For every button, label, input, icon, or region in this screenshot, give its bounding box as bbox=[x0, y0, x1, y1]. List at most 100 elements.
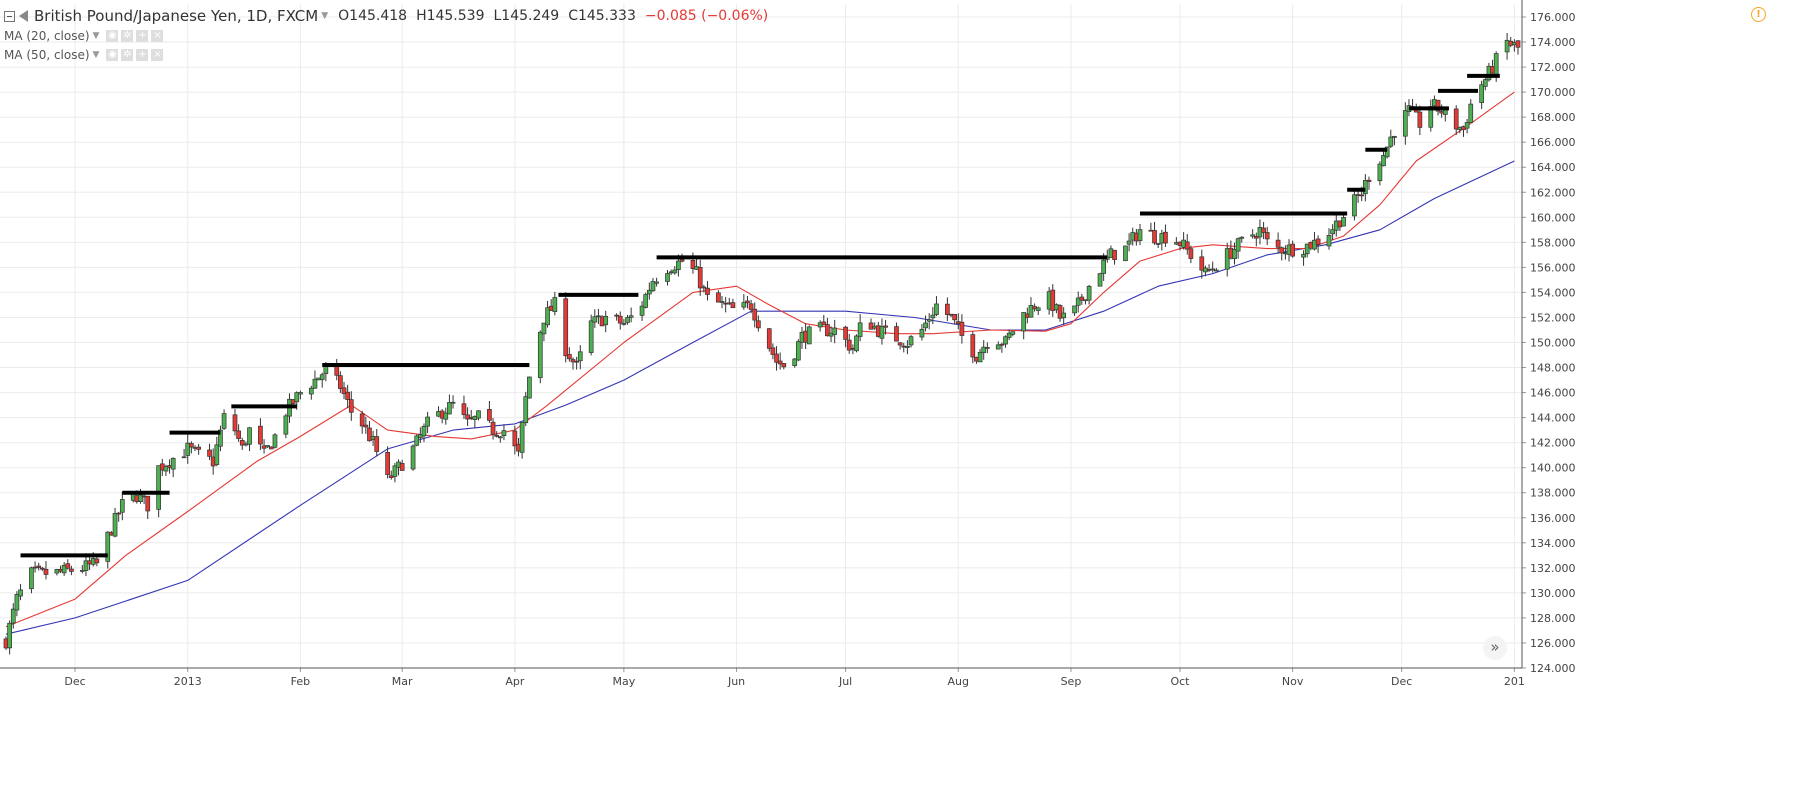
candle-body bbox=[43, 568, 49, 575]
candle bbox=[625, 314, 630, 325]
candle-body bbox=[825, 324, 830, 337]
candle-body bbox=[1137, 229, 1143, 242]
x-tick-label: Sep bbox=[1061, 675, 1082, 688]
candle-body bbox=[341, 387, 347, 395]
candle bbox=[1315, 235, 1321, 253]
candle bbox=[730, 298, 736, 309]
candle bbox=[36, 562, 42, 571]
candle bbox=[385, 446, 390, 479]
candle-body bbox=[646, 289, 652, 295]
candle bbox=[425, 411, 430, 433]
gear-icon[interactable]: ✲ bbox=[121, 48, 134, 61]
y-tick-label: 132.000 bbox=[1530, 562, 1576, 575]
x-tick-label: Oct bbox=[1170, 675, 1190, 688]
candle-body bbox=[338, 375, 343, 389]
candle bbox=[43, 561, 49, 580]
candle-body bbox=[1264, 232, 1270, 240]
candle bbox=[930, 307, 936, 325]
y-tick-label: 138.000 bbox=[1530, 487, 1576, 500]
candle-body bbox=[487, 409, 492, 421]
candle bbox=[574, 356, 579, 370]
candle bbox=[854, 334, 859, 353]
candle bbox=[777, 352, 783, 370]
indicator-ma20[interactable]: MA (20, close) ▼ ◉ ✲ + × bbox=[4, 26, 777, 45]
candle bbox=[1057, 304, 1063, 322]
candle bbox=[919, 324, 925, 341]
candle-body bbox=[319, 374, 325, 380]
chart-axes[interactable]: 124.000 126.000 128.000 130.000 132.000 134.0… bbox=[0, 0, 1576, 688]
chevron-down-icon[interactable]: ▼ bbox=[321, 11, 329, 21]
gear-icon[interactable]: ✲ bbox=[121, 29, 134, 42]
candle bbox=[363, 416, 369, 434]
candle-body bbox=[603, 315, 609, 326]
candle-body bbox=[672, 269, 678, 274]
candle-body bbox=[984, 347, 990, 349]
candle bbox=[1290, 240, 1296, 258]
indicator-ma50[interactable]: MA (50, close) ▼ ◉ ✲ + × bbox=[4, 45, 777, 64]
y-tick-label: 128.000 bbox=[1530, 612, 1576, 625]
candle bbox=[145, 495, 151, 519]
candle bbox=[1381, 149, 1386, 167]
candle bbox=[1239, 236, 1245, 243]
candle-body bbox=[596, 315, 601, 318]
warning-icon[interactable]: ! bbox=[1751, 7, 1766, 22]
symbol-title[interactable]: British Pound/Japanese Yen, 1D, FXCM bbox=[34, 7, 319, 25]
candle-body bbox=[156, 465, 162, 510]
chevron-down-icon[interactable]: ▼ bbox=[92, 49, 100, 60]
indicator-label[interactable]: MA (20, close) bbox=[4, 28, 90, 43]
candle bbox=[14, 591, 20, 617]
candle-body bbox=[774, 353, 779, 363]
candle-body bbox=[1304, 243, 1310, 255]
candle-body bbox=[7, 622, 12, 649]
candle-body bbox=[1003, 336, 1008, 345]
candle bbox=[1453, 105, 1459, 135]
ma20-series bbox=[5, 91, 1515, 628]
candle bbox=[1163, 224, 1168, 247]
eye-icon[interactable]: ◉ bbox=[106, 48, 119, 61]
candle bbox=[312, 370, 318, 389]
candle-body bbox=[367, 427, 372, 442]
candle-body bbox=[1464, 122, 1470, 129]
plus-icon[interactable]: + bbox=[136, 29, 149, 42]
x-tick-label: Apr bbox=[505, 675, 525, 688]
plus-icon[interactable]: + bbox=[136, 48, 149, 61]
candle-body bbox=[476, 410, 481, 419]
candle-body bbox=[1326, 235, 1332, 247]
candle-body bbox=[701, 286, 707, 289]
candle bbox=[258, 418, 263, 451]
candle bbox=[1504, 33, 1510, 60]
candle-body bbox=[1362, 179, 1368, 195]
candle bbox=[748, 299, 754, 314]
close-icon[interactable]: × bbox=[151, 29, 164, 42]
flag-icon[interactable] bbox=[19, 10, 28, 22]
collapse-icon[interactable] bbox=[4, 10, 15, 22]
candle bbox=[239, 437, 245, 450]
candle-body bbox=[163, 466, 169, 472]
y-tick-label: 134.000 bbox=[1530, 537, 1576, 550]
candle-body bbox=[221, 413, 227, 429]
candle-body bbox=[1235, 238, 1241, 252]
candle bbox=[1301, 250, 1306, 266]
candle-body bbox=[112, 513, 118, 537]
ma50-line bbox=[5, 160, 1515, 635]
candle bbox=[421, 423, 427, 443]
candle-body bbox=[679, 259, 685, 262]
candle bbox=[821, 315, 827, 326]
candle-body bbox=[69, 568, 74, 572]
scroll-to-end-icon[interactable]: » bbox=[1483, 636, 1507, 660]
candle bbox=[995, 341, 1001, 350]
candle bbox=[18, 583, 23, 601]
candle-body bbox=[846, 339, 852, 351]
indicator-label[interactable]: MA (50, close) bbox=[4, 47, 90, 62]
candle bbox=[603, 310, 609, 333]
candle-body bbox=[883, 325, 888, 328]
candle bbox=[65, 559, 71, 570]
eye-icon[interactable]: ◉ bbox=[106, 29, 119, 42]
candle-body bbox=[934, 303, 939, 315]
candle-body bbox=[981, 346, 987, 353]
close-icon[interactable]: × bbox=[151, 48, 164, 61]
candle-body bbox=[1112, 249, 1117, 260]
chevron-down-icon[interactable]: ▼ bbox=[92, 30, 100, 41]
candle bbox=[1362, 174, 1368, 202]
